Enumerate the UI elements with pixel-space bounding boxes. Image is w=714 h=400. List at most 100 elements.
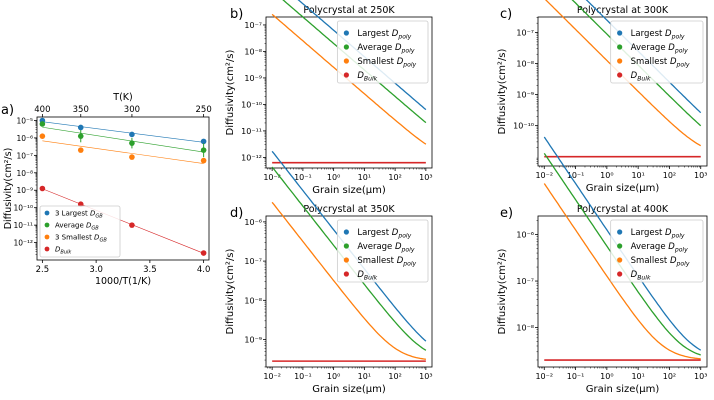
data-point — [40, 186, 46, 192]
legend-marker — [617, 243, 622, 248]
x-tick-label: 10⁻¹ — [294, 173, 312, 182]
x-tick-label: 10⁻² — [263, 372, 281, 381]
legend-marker — [344, 30, 349, 35]
y-tick-label: 10⁻⁷ — [244, 257, 262, 266]
y-tick-label: 10⁻⁹ — [244, 74, 262, 83]
x-tick-label: 10² — [663, 171, 676, 180]
top-tick-label: 350 — [73, 105, 89, 115]
panel-label: a) — [1, 103, 14, 118]
legend-marker — [344, 72, 349, 77]
y-tick-label: 10⁻⁹ — [16, 186, 33, 195]
fit-line — [42, 122, 203, 143]
legend-marker — [45, 223, 50, 228]
data-point — [201, 250, 207, 256]
panel-c: Polycrystal at 300K 10⁻² 10⁻¹ 10⁰ 10¹ 10² 10³ 1… — [497, 0, 707, 194]
legend-marker — [344, 271, 349, 276]
y-tick-label: 10⁻⁸ — [244, 296, 262, 305]
legend-marker — [617, 44, 622, 49]
data-point — [201, 158, 207, 164]
y-tick-label: 10⁻⁸ — [516, 324, 534, 333]
legend-marker — [617, 257, 622, 262]
x-tick-label: 10² — [388, 173, 401, 182]
y-tick-label: 10⁻⁶ — [244, 218, 262, 227]
data-point — [78, 125, 84, 131]
legend-marker — [344, 243, 349, 248]
x-axis-label: Grain size(μm) — [312, 384, 386, 395]
data-point — [40, 121, 46, 127]
legend-marker — [617, 30, 622, 35]
data-point — [40, 133, 46, 139]
x-tick-label: 10⁰ — [327, 173, 340, 182]
panel-label: c) — [500, 7, 512, 22]
y-tick-label: 10⁻¹¹ — [241, 127, 262, 136]
data-point — [78, 147, 84, 153]
x-axis-label: Grain size(μm) — [586, 384, 660, 395]
x-tick-label: 10⁻² — [535, 171, 553, 180]
chart-title: Polycrystal at 300K — [577, 5, 669, 16]
x-axis-label: Grain size(μm) — [312, 185, 386, 196]
data-point — [129, 140, 135, 146]
y-tick-label: 10⁻⁵ — [16, 116, 33, 125]
y-tick-label: 10⁻¹² — [13, 239, 33, 248]
x-tick-label: 10⁻² — [535, 372, 553, 381]
y-tick-label: 10⁻⁷ — [516, 277, 534, 286]
y-axis-label: Diffusivity(cm²/s) — [497, 48, 508, 134]
x-tick-label: 10² — [663, 372, 676, 381]
x-tick-label: 10¹ — [358, 372, 371, 381]
y-tick-label: 10⁻⁷ — [244, 21, 262, 30]
x-tick-label: 10³ — [694, 372, 707, 381]
legend-marker — [617, 271, 622, 276]
legend-marker — [45, 211, 50, 216]
panel-b: Polycrystal at 250K10⁻² 10⁻¹ 10⁰ 10¹ 10² 10³1… — [225, 0, 433, 196]
x-tick-label: 2.5 — [36, 265, 50, 275]
x-tick-label: 10⁰ — [600, 372, 613, 381]
x-axis-label: 1000/T(1/K) — [95, 276, 151, 287]
x-tick-label: 10¹ — [358, 173, 371, 182]
x-tick-label: 10⁻¹ — [294, 372, 312, 381]
fit-line — [42, 127, 203, 152]
x-tick-label: 3.5 — [143, 265, 157, 275]
y-axis-label: Diffusivity(cm²/s) — [225, 49, 236, 135]
top-axis-label: T(K) — [112, 92, 132, 103]
y-tick-label: 10⁻¹⁰ — [241, 100, 262, 109]
legend-marker — [617, 72, 622, 77]
panel-a: 2.5 3.0 3.5 4.0 400 350 300 250 10⁻¹² 10⁻¹¹ 10⁻¹⁰ 1… — [3, 92, 212, 287]
legend-marker — [344, 58, 349, 63]
y-tick-label: 10⁻⁹ — [516, 91, 534, 100]
x-tick-label: 10⁻¹ — [567, 372, 585, 381]
data-point — [129, 154, 135, 160]
data-point — [78, 133, 84, 139]
x-tick-label: 10⁰ — [600, 171, 613, 180]
legend-marker — [617, 229, 622, 234]
panel-label: b) — [230, 7, 243, 22]
x-axis-label: Grain size(μm) — [586, 183, 660, 194]
y-axis-label: Diffusivity(cm²/s) — [497, 248, 508, 334]
y-axis-label: Diffusivity(cm²/s) — [225, 248, 236, 334]
panel-label: d) — [230, 206, 243, 221]
y-tick-label: 10⁻¹⁰ — [13, 204, 33, 213]
x-tick-label: 10³ — [419, 173, 432, 182]
top-tick-label: 300 — [124, 105, 140, 115]
data-point — [129, 222, 135, 228]
legend-marker — [344, 44, 349, 49]
x-tick-label: 10² — [388, 372, 401, 381]
top-tick-label: 250 — [196, 105, 212, 115]
data-point — [129, 132, 135, 138]
figure: 2.5 3.0 3.5 4.0400 350 300 25010⁻¹²10⁻¹¹10⁻¹⁰1… — [0, 0, 714, 400]
x-tick-label: 3.0 — [89, 265, 103, 275]
panel-label: e) — [500, 206, 513, 221]
y-tick-label: 10⁻¹⁰ — [513, 122, 534, 131]
y-tick-label: 10⁻⁷ — [516, 29, 534, 38]
y-tick-label: 10⁻⁶ — [16, 134, 33, 143]
x-tick-label: 4.0 — [197, 265, 211, 275]
data-point — [201, 147, 207, 153]
legend-marker — [45, 247, 50, 252]
y-tick-label: 10⁻⁹ — [244, 336, 262, 345]
legend-marker — [617, 58, 622, 63]
legend-marker — [344, 257, 349, 262]
y-tick-label: 10⁻⁷ — [16, 151, 33, 160]
y-tick-label: 10⁻⁸ — [516, 60, 534, 69]
chart-title: Polycrystal at 250K — [303, 5, 395, 16]
y-tick-label: 10⁻⁶ — [516, 231, 534, 240]
y-tick-label: 10⁻⁸ — [16, 169, 33, 178]
